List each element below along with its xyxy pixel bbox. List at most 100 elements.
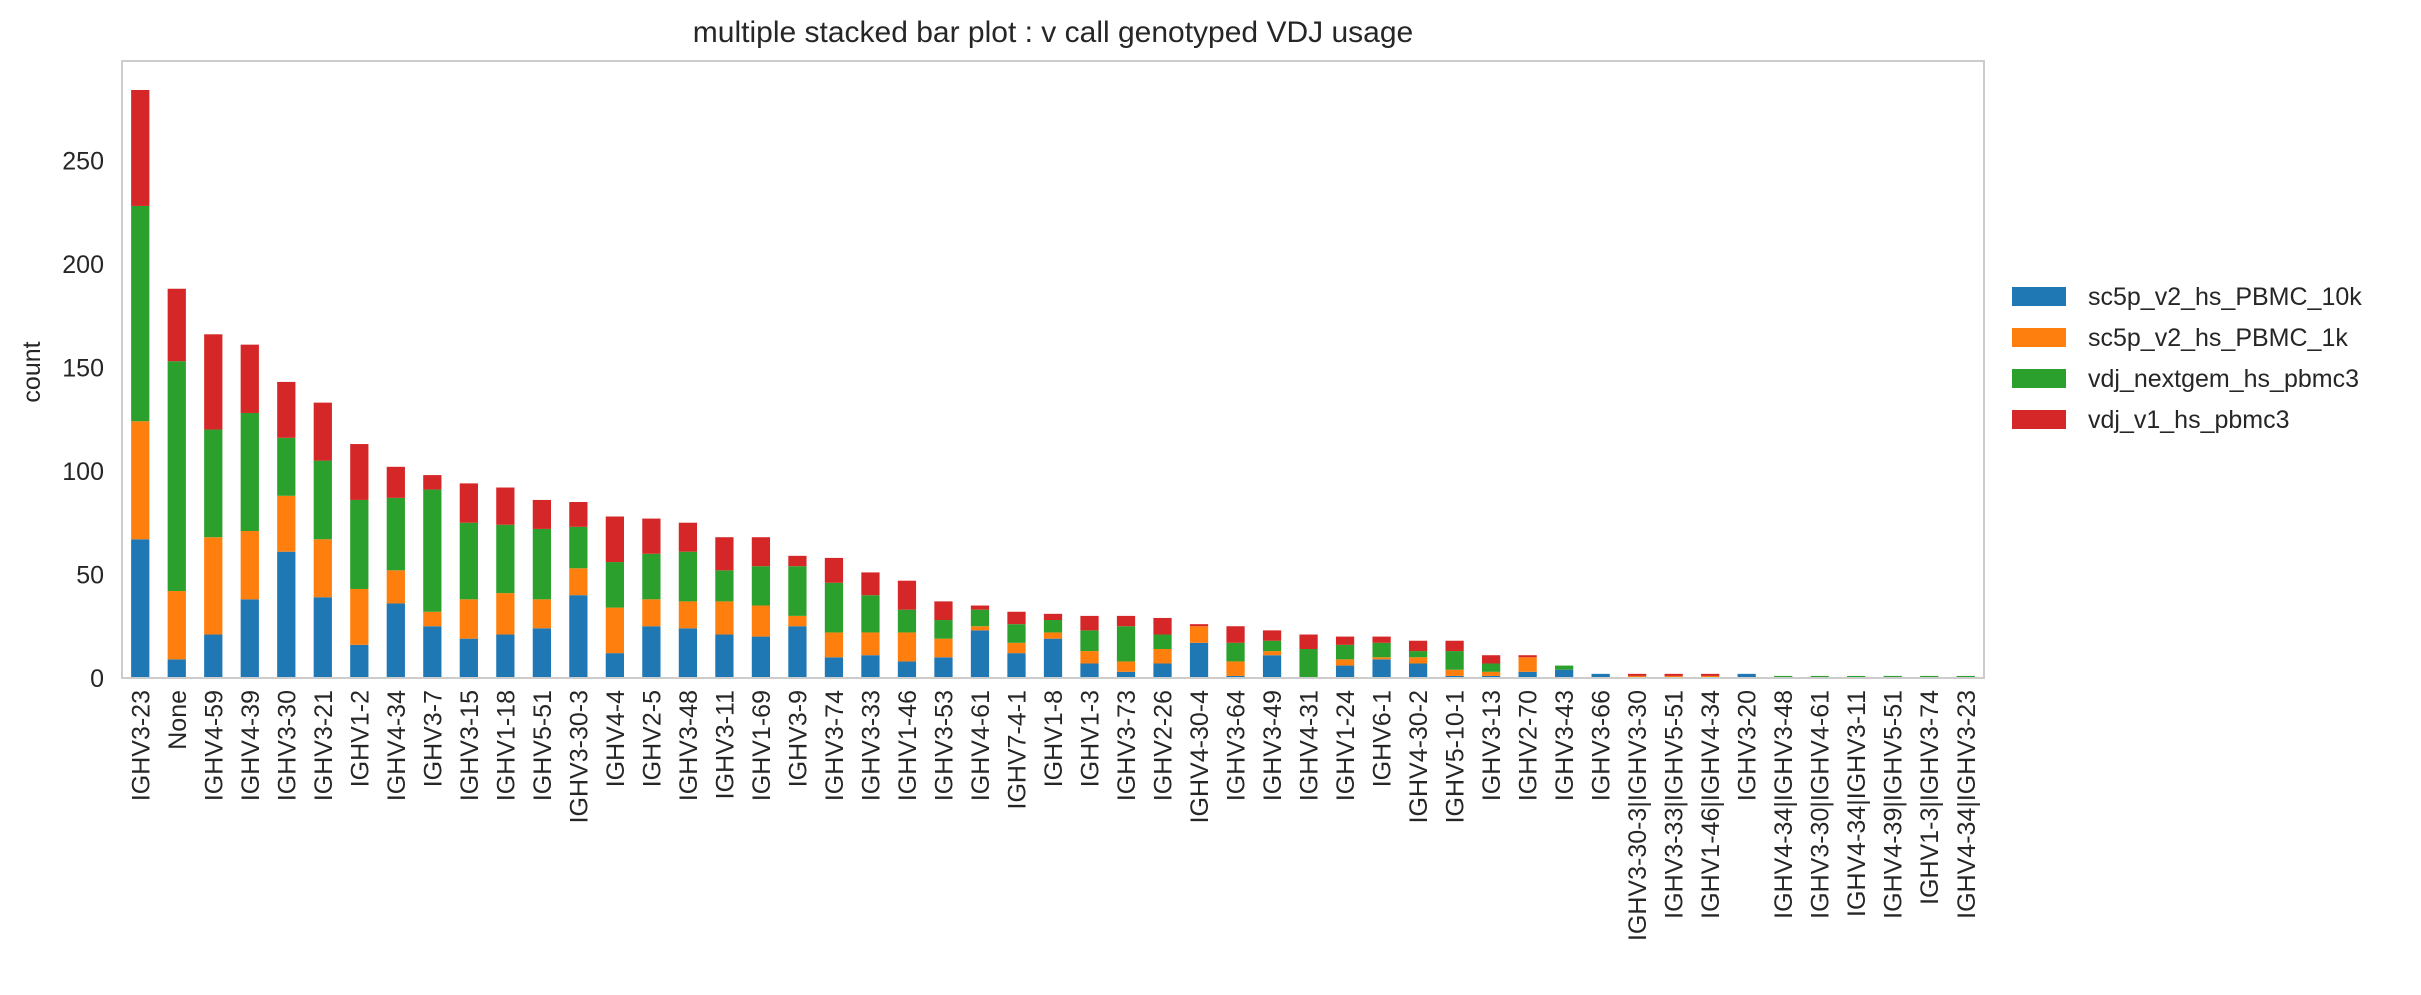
bar-segment-2-3	[240, 412, 259, 531]
bar-segment-0-29	[1189, 642, 1209, 678]
bar-segment-3-37	[1481, 655, 1501, 664]
x-tick-label-13: IGHV4-4	[602, 690, 630, 787]
bar-segment-2-37	[1481, 663, 1501, 672]
bar-segment-0-31	[1262, 655, 1282, 678]
bar-segment-2-36	[1445, 651, 1464, 670]
bar-segment-1-8	[423, 611, 442, 627]
bar-segment-2-21	[897, 609, 917, 633]
bar-segment-0-28	[1153, 663, 1172, 678]
bar-segment-2-19	[824, 582, 844, 633]
x-tick-label-1: None	[164, 690, 192, 750]
bar-segment-3-38	[1518, 655, 1537, 658]
bar-segment-1-31	[1262, 651, 1282, 656]
bar-segment-3-34	[1372, 636, 1391, 643]
bar-segment-3-2	[204, 334, 223, 430]
x-tick-label-4: IGHV3-30	[273, 690, 301, 801]
bar-segment-0-18	[788, 626, 807, 678]
bar-segment-3-20	[861, 572, 880, 596]
bar-segment-2-31	[1262, 640, 1282, 652]
bar-segment-0-30	[1226, 675, 1245, 678]
bar-segment-1-15	[678, 601, 698, 629]
bar-segment-2-2	[204, 429, 223, 538]
bar-segment-1-1	[167, 591, 186, 660]
bar-segment-0-35	[1408, 663, 1428, 678]
x-tick-label-28: IGHV2-26	[1150, 690, 1178, 801]
bar-segment-1-13	[605, 607, 624, 654]
bar-segment-0-5	[313, 597, 332, 678]
legend-label-1: sc5p_v2_hs_PBMC_1k	[2088, 324, 2348, 352]
bar-segment-0-19	[824, 657, 844, 678]
bar-segment-2-46	[1810, 675, 1829, 678]
x-tick-label-43: IGHV1-46|IGHV4-34	[1697, 690, 1725, 919]
bar-segment-1-42	[1664, 675, 1683, 678]
bar-segment-3-23	[970, 605, 990, 610]
bar-segment-2-39	[1555, 665, 1574, 670]
bar-segment-0-38	[1518, 671, 1537, 678]
bar-segment-3-9	[459, 483, 478, 523]
x-tick-label-39: IGHV3-43	[1551, 690, 1579, 801]
bar-segment-0-24	[1007, 653, 1026, 678]
bar-segment-3-18	[788, 555, 807, 567]
x-tick-label-37: IGHV3-13	[1478, 690, 1506, 801]
bar-segment-0-39	[1555, 669, 1574, 678]
bar-segment-3-12	[569, 502, 588, 527]
x-tick-label-35: IGHV4-30-2	[1405, 690, 1433, 823]
bar-segment-1-43	[1701, 675, 1720, 678]
legend-swatch-0	[2012, 287, 2066, 306]
bar-segment-0-9	[459, 638, 478, 678]
bar-segment-0-26	[1080, 663, 1099, 678]
x-tick-label-23: IGHV4-61	[967, 690, 995, 801]
bar-segment-1-28	[1153, 649, 1172, 664]
bar-segment-3-28	[1153, 617, 1172, 635]
x-tick-label-14: IGHV2-5	[638, 690, 666, 787]
legend-swatch-1	[2012, 328, 2066, 347]
bar-segment-2-20	[861, 595, 880, 633]
bar-segment-0-3	[240, 599, 259, 678]
bar-segment-2-13	[605, 562, 624, 608]
bar-segment-0-33	[1335, 665, 1355, 678]
bar-segment-2-12	[569, 526, 588, 569]
bar-segment-0-6	[350, 644, 369, 678]
x-tick-label-15: IGHV3-48	[675, 690, 703, 801]
bar-segment-3-1	[167, 288, 186, 362]
bar-segment-0-37	[1481, 675, 1501, 678]
bar-segment-2-47	[1847, 675, 1866, 678]
bar-segment-1-3	[240, 531, 259, 600]
bar-segment-3-16	[715, 537, 734, 571]
bar-segment-1-6	[350, 588, 369, 645]
x-tick-label-32: IGHV4-31	[1296, 690, 1324, 801]
bar-segment-3-15	[678, 522, 698, 552]
bar-segment-1-20	[861, 632, 880, 656]
bar-segment-1-2	[204, 537, 223, 635]
bar-segment-3-25	[1043, 613, 1063, 621]
bar-segment-0-14	[642, 626, 661, 678]
bar-segment-2-8	[423, 489, 442, 612]
x-tick-label-30: IGHV3-64	[1223, 690, 1251, 801]
bar-segment-2-48	[1883, 675, 1902, 678]
bar-segment-0-40	[1591, 673, 1610, 678]
bar-segment-1-9	[459, 599, 478, 639]
bar-segment-0-0	[131, 539, 150, 678]
bars-layer	[131, 89, 1975, 678]
x-tick-label-27: IGHV3-73	[1113, 690, 1141, 801]
bar-segment-3-6	[350, 444, 369, 500]
y-tick-label-3: 150	[62, 354, 104, 382]
bar-segment-3-35	[1408, 640, 1428, 652]
x-tick-label-50: IGHV4-34|IGHV3-23	[1953, 690, 1981, 919]
bar-segment-3-26	[1080, 615, 1099, 631]
x-tick-label-11: IGHV5-51	[529, 690, 557, 801]
bar-segment-1-30	[1226, 661, 1245, 676]
bar-segment-0-34	[1372, 659, 1391, 678]
x-tick-label-3: IGHV4-39	[237, 690, 265, 801]
bar-segment-2-35	[1408, 651, 1428, 658]
bar-segment-2-32	[1299, 649, 1318, 678]
y-tick-label-1: 50	[76, 561, 104, 589]
bar-segment-3-36	[1445, 640, 1464, 652]
bar-segment-0-10	[496, 634, 515, 678]
bar-segment-0-25	[1043, 638, 1063, 678]
x-axis: IGHV3-23 None IGHV4-59 IGHV4-39 IGHV3-30 IGHV…	[127, 690, 1981, 941]
chart-title: multiple stacked bar plot : v call genot…	[693, 16, 1413, 49]
bar-segment-0-15	[678, 628, 698, 678]
bar-segment-2-34	[1372, 642, 1391, 658]
bar-segment-3-27	[1116, 615, 1136, 627]
